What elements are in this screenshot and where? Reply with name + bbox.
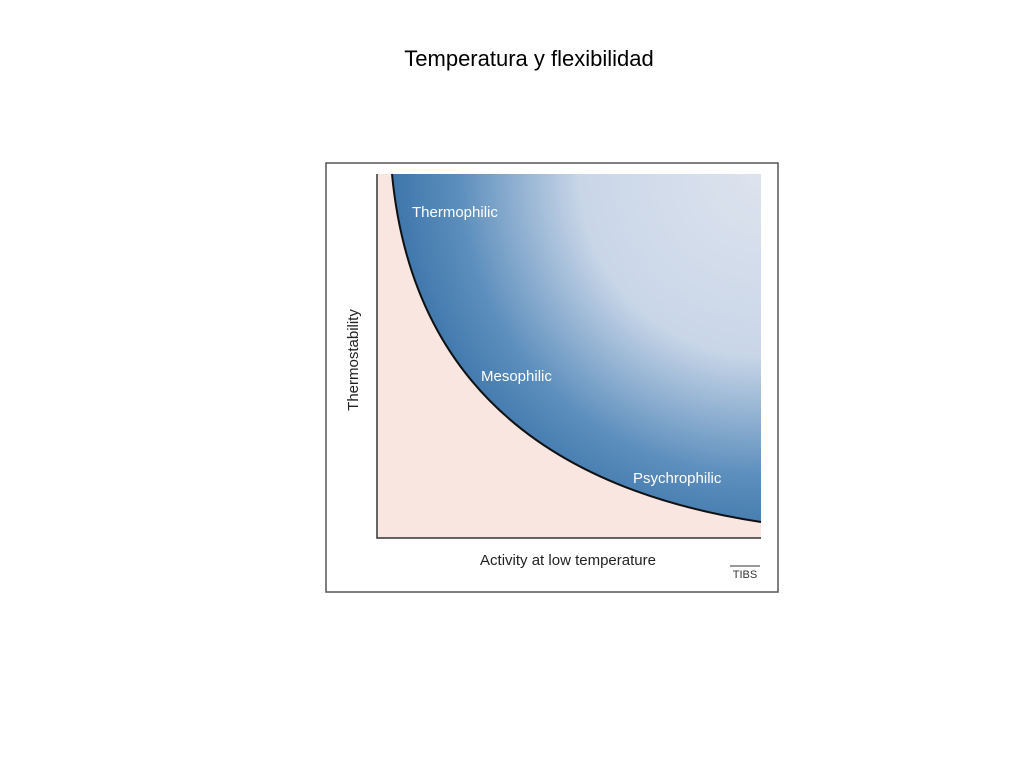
region-label: Thermophilic	[412, 204, 498, 221]
axes	[376, 174, 761, 539]
region-label: Mesophilic	[481, 368, 552, 385]
region-label: Psychrophilic	[633, 470, 722, 487]
y-axis-label: Thermostability	[345, 309, 362, 411]
x-axis-label: Activity at low temperature	[480, 552, 656, 569]
curve	[391, 173, 762, 523]
source: TIBS	[733, 569, 757, 581]
flexibility-area	[392, 174, 761, 522]
slide-title: Temperatura y flexibilidad	[404, 46, 653, 71]
